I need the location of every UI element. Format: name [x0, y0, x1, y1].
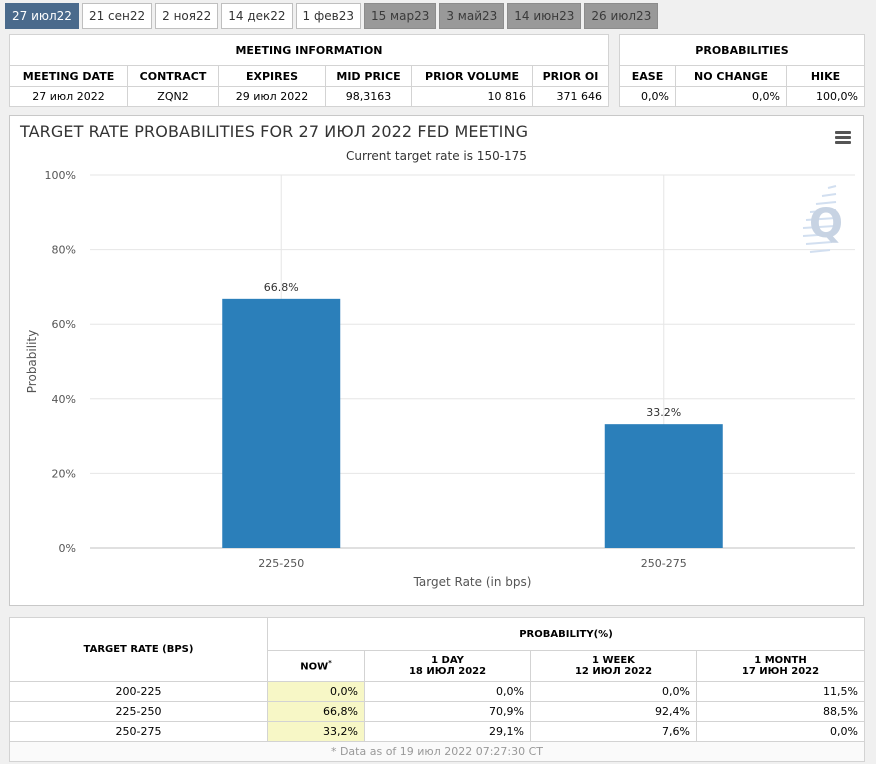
prior-volume-header: PRIOR VOLUME — [411, 65, 533, 87]
hike-header: HIKE — [786, 65, 865, 87]
one-week-label: 1 WEEK — [592, 655, 635, 666]
hamburger-menu-icon[interactable] — [835, 131, 851, 145]
one-day-column-header: 1 DAY 18 ИЮЛ 2022 — [364, 650, 531, 682]
one-day-date: 18 ИЮЛ 2022 — [408, 666, 487, 677]
tab-meeting-2[interactable]: 2 ноя22 — [155, 3, 219, 29]
one-month-label: 1 MONTH — [754, 655, 807, 666]
x-tick-label: 225-250 — [258, 557, 304, 570]
meeting-date-tabs: 27 июл22 21 сен22 2 ноя22 14 дек22 1 фев23 15… — [5, 3, 661, 29]
tab-meeting-5[interactable]: 15 мар23 — [363, 3, 437, 29]
bar-data-label: 33.2% — [646, 406, 681, 419]
tab-meeting-7[interactable]: 14 июн23 — [507, 3, 582, 29]
one-week-date: 12 ИЮЛ 2022 — [574, 666, 653, 677]
probabilities-caption: PROBABILITIES — [619, 34, 865, 66]
logo-streak — [809, 209, 837, 213]
one-day-cell: 70,9% — [364, 701, 531, 722]
x-axis-title: Target Rate (in bps) — [413, 575, 532, 589]
bar-data-label: 66.8% — [264, 281, 299, 294]
table-row: 200-225 0,0% 0,0% 0,0% 11,5% — [9, 681, 865, 702]
one-month-cell: 0,0% — [696, 721, 865, 742]
probabilities-table: PROBABILITIES EASE NO CHANGE HIKE 0,0% 0… — [619, 34, 865, 107]
target-rate-cell: 200-225 — [9, 681, 268, 702]
y-tick-label: 80% — [52, 244, 76, 257]
now-column-header: NOW* — [267, 650, 365, 682]
target-rate-probability-table: TARGET RATE (BPS) PROBABILITY(%) NOW* 1 … — [9, 617, 865, 762]
bar-250-275 — [604, 424, 723, 548]
target-rate-cell: 225-250 — [9, 701, 268, 722]
logo-streak — [827, 185, 837, 189]
tab-meeting-3[interactable]: 14 дек22 — [221, 3, 293, 29]
contract-value: ZQN2 — [127, 86, 219, 107]
target-rate-header: TARGET RATE (BPS) — [9, 617, 268, 682]
one-month-cell: 88,5% — [696, 701, 865, 722]
y-tick-label: 40% — [52, 393, 76, 406]
no-change-value: 0,0% — [675, 86, 787, 107]
ease-header: EASE — [619, 65, 676, 87]
logo-streak — [805, 241, 833, 245]
tab-meeting-1[interactable]: 21 сен22 — [81, 3, 153, 29]
one-day-label: 1 DAY — [431, 655, 464, 666]
now-cell: 33,2% — [267, 721, 365, 742]
tab-meeting-0[interactable]: 27 июл22 — [5, 3, 79, 29]
table-row: 250-275 33,2% 29,1% 7,6% 0,0% — [9, 721, 865, 742]
y-tick-label: 60% — [52, 318, 76, 331]
one-month-cell: 11,5% — [696, 681, 865, 702]
logo-streak — [821, 193, 837, 197]
logo-streak — [802, 225, 836, 229]
hike-value: 100,0% — [786, 86, 865, 107]
prior-volume-value: 10 816 — [411, 86, 533, 107]
x-tick-label: 250-275 — [641, 557, 687, 570]
one-day-cell: 0,0% — [364, 681, 531, 702]
one-day-cell: 29,1% — [364, 721, 531, 742]
one-week-cell: 7,6% — [530, 721, 697, 742]
logo-streak — [802, 233, 834, 237]
y-tick-label: 20% — [52, 467, 76, 480]
probability-header: PROBABILITY(%) — [267, 617, 865, 651]
meeting-date-value: 27 июл 2022 — [9, 86, 128, 107]
ease-value: 0,0% — [619, 86, 676, 107]
mid-price-value: 98,3163 — [325, 86, 412, 107]
meeting-information-table: MEETING INFORMATION MEETING DATE CONTRAC… — [9, 34, 609, 107]
one-month-date: 17 ИЮН 2022 — [741, 666, 820, 677]
table-row: 225-250 66,8% 70,9% 92,4% 88,5% — [9, 701, 865, 722]
one-week-column-header: 1 WEEK 12 ИЮЛ 2022 — [530, 650, 697, 682]
prior-oi-header: PRIOR OI — [532, 65, 609, 87]
now-cell: 0,0% — [267, 681, 365, 702]
y-tick-label: 100% — [45, 169, 76, 182]
chart-title: TARGET RATE PROBABILITIES FOR 27 ИЮЛ 202… — [20, 122, 529, 141]
now-header-mark: * — [328, 659, 332, 668]
now-cell: 66,8% — [267, 701, 365, 722]
one-month-column-header: 1 MONTH 17 ИЮН 2022 — [696, 650, 865, 682]
target-rate-chart-panel: TARGET RATE PROBABILITIES FOR 27 ИЮЛ 202… — [9, 115, 864, 606]
chart-subtitle: Current target rate is 150-175 — [346, 149, 527, 163]
bar-225-250 — [222, 298, 341, 548]
prior-oi-value: 371 646 — [532, 86, 609, 107]
target-rate-cell: 250-275 — [9, 721, 268, 742]
y-axis-title: Probability — [25, 330, 39, 393]
one-week-cell: 92,4% — [530, 701, 697, 722]
expires-header: EXPIRES — [218, 65, 326, 87]
mid-price-header: MID PRICE — [325, 65, 412, 87]
tab-meeting-6[interactable]: 3 май23 — [439, 3, 505, 29]
logo-streak — [815, 201, 837, 205]
now-header-label: NOW — [300, 661, 329, 673]
logo-streak — [809, 249, 831, 253]
meeting-date-header: MEETING DATE — [9, 65, 128, 87]
data-as-of-footnote: * Data as of 19 июл 2022 07:27:30 CT — [9, 741, 865, 762]
probability-bar-chart: 0% 20% 40% 60% 80% 100% 66.8% 225-250 33.2% 250-2… — [25, 169, 855, 589]
y-tick-label: 0% — [59, 542, 76, 555]
expires-value: 29 июл 2022 — [218, 86, 326, 107]
tab-meeting-8[interactable]: 26 июл23 — [584, 3, 659, 29]
tab-meeting-4[interactable]: 1 фев23 — [295, 3, 361, 29]
logo-q-mark: Q — [809, 201, 843, 247]
contract-header: CONTRACT — [127, 65, 219, 87]
meeting-information-caption: MEETING INFORMATION — [9, 34, 609, 66]
one-week-cell: 0,0% — [530, 681, 697, 702]
logo-streak — [805, 217, 837, 221]
no-change-header: NO CHANGE — [675, 65, 787, 87]
